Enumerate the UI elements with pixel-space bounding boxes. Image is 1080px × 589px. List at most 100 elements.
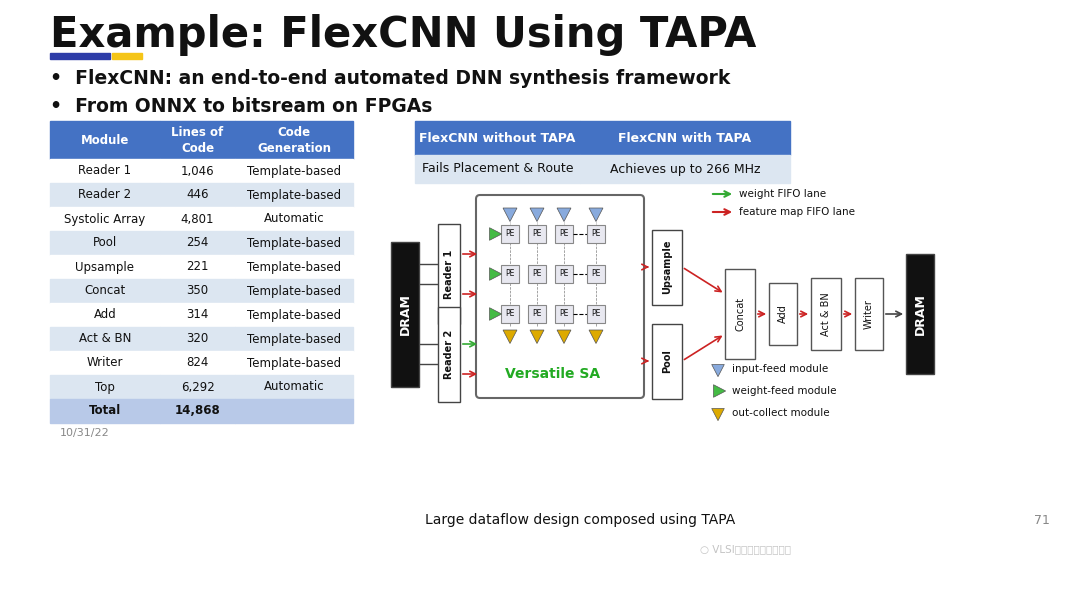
Bar bbox=[50, 399, 160, 423]
Text: FlexCNN without TAPA: FlexCNN without TAPA bbox=[419, 131, 576, 144]
Text: Upsample: Upsample bbox=[76, 260, 135, 273]
Polygon shape bbox=[557, 330, 571, 343]
FancyBboxPatch shape bbox=[588, 305, 605, 323]
FancyBboxPatch shape bbox=[855, 278, 883, 350]
Polygon shape bbox=[489, 228, 501, 240]
Polygon shape bbox=[503, 208, 517, 221]
Text: Template-based: Template-based bbox=[247, 188, 341, 201]
FancyBboxPatch shape bbox=[555, 305, 573, 323]
Text: Template-based: Template-based bbox=[247, 284, 341, 297]
FancyBboxPatch shape bbox=[652, 230, 681, 305]
Bar bbox=[50, 231, 160, 255]
Bar bbox=[580, 155, 789, 183]
Text: Template-based: Template-based bbox=[247, 237, 341, 250]
Bar bbox=[160, 121, 235, 159]
Bar bbox=[112, 53, 141, 59]
Text: PE: PE bbox=[505, 270, 515, 279]
Text: Template-based: Template-based bbox=[247, 164, 341, 177]
FancyBboxPatch shape bbox=[438, 224, 460, 324]
FancyBboxPatch shape bbox=[501, 265, 519, 283]
Text: •  From ONNX to bitsream on FPGAs: • From ONNX to bitsream on FPGAs bbox=[50, 97, 432, 116]
FancyBboxPatch shape bbox=[528, 305, 546, 323]
Bar bbox=[160, 159, 235, 183]
FancyBboxPatch shape bbox=[528, 265, 546, 283]
FancyBboxPatch shape bbox=[528, 225, 546, 243]
Bar bbox=[415, 121, 580, 155]
Text: 221: 221 bbox=[186, 260, 208, 273]
Text: 14,868: 14,868 bbox=[175, 405, 220, 418]
FancyBboxPatch shape bbox=[501, 225, 519, 243]
FancyBboxPatch shape bbox=[588, 225, 605, 243]
Text: Concat: Concat bbox=[84, 284, 125, 297]
FancyBboxPatch shape bbox=[476, 195, 644, 398]
Bar bbox=[235, 327, 353, 351]
Text: Add: Add bbox=[778, 305, 788, 323]
Bar bbox=[160, 255, 235, 279]
Text: Fails Placement & Route: Fails Placement & Route bbox=[422, 163, 573, 176]
Bar bbox=[235, 303, 353, 327]
Text: Automatic: Automatic bbox=[264, 380, 324, 393]
FancyBboxPatch shape bbox=[438, 306, 460, 402]
Text: Writer: Writer bbox=[86, 356, 123, 369]
FancyBboxPatch shape bbox=[588, 265, 605, 283]
Text: Add: Add bbox=[94, 309, 117, 322]
Text: Lines of
Code: Lines of Code bbox=[172, 125, 224, 154]
Bar bbox=[160, 327, 235, 351]
Text: input-feed module: input-feed module bbox=[732, 364, 828, 374]
Text: Template-based: Template-based bbox=[247, 260, 341, 273]
Text: PE: PE bbox=[532, 230, 542, 239]
Bar bbox=[50, 255, 160, 279]
Text: Reader 1: Reader 1 bbox=[79, 164, 132, 177]
Text: 824: 824 bbox=[187, 356, 208, 369]
Bar bbox=[235, 159, 353, 183]
Text: PE: PE bbox=[559, 230, 569, 239]
Bar bbox=[50, 351, 160, 375]
Polygon shape bbox=[489, 267, 501, 280]
Text: Reader 2: Reader 2 bbox=[444, 329, 454, 379]
FancyBboxPatch shape bbox=[555, 225, 573, 243]
Bar bbox=[235, 183, 353, 207]
Text: Act & BN: Act & BN bbox=[79, 333, 131, 346]
Text: 314: 314 bbox=[187, 309, 208, 322]
Text: Template-based: Template-based bbox=[247, 333, 341, 346]
Text: 71: 71 bbox=[1035, 514, 1050, 527]
Text: 446: 446 bbox=[186, 188, 208, 201]
Bar bbox=[580, 121, 789, 155]
Bar bbox=[160, 207, 235, 231]
Polygon shape bbox=[530, 208, 544, 221]
Text: Act & BN: Act & BN bbox=[821, 292, 831, 336]
Text: PE: PE bbox=[532, 309, 542, 319]
Text: PE: PE bbox=[505, 309, 515, 319]
Text: 350: 350 bbox=[187, 284, 208, 297]
Bar bbox=[160, 351, 235, 375]
Bar bbox=[50, 159, 160, 183]
Text: Pool: Pool bbox=[93, 237, 117, 250]
Text: Reader 2: Reader 2 bbox=[79, 188, 132, 201]
FancyBboxPatch shape bbox=[555, 265, 573, 283]
Bar bbox=[160, 375, 235, 399]
Polygon shape bbox=[714, 385, 726, 398]
Text: Template-based: Template-based bbox=[247, 309, 341, 322]
Text: Achieves up to 266 MHz: Achieves up to 266 MHz bbox=[610, 163, 760, 176]
Text: Upsample: Upsample bbox=[662, 240, 672, 294]
Text: ○ VLSI架构综合技术研究室: ○ VLSI架构综合技术研究室 bbox=[700, 544, 791, 554]
Text: PE: PE bbox=[532, 270, 542, 279]
Text: 320: 320 bbox=[187, 333, 208, 346]
Text: PE: PE bbox=[559, 270, 569, 279]
Bar bbox=[50, 375, 160, 399]
Text: Versatile SA: Versatile SA bbox=[505, 367, 600, 381]
Text: weight-feed module: weight-feed module bbox=[732, 386, 837, 396]
Text: weight FIFO lane: weight FIFO lane bbox=[739, 189, 826, 199]
Bar bbox=[50, 279, 160, 303]
Polygon shape bbox=[712, 409, 725, 421]
Text: Example: FlexCNN Using TAPA: Example: FlexCNN Using TAPA bbox=[50, 14, 756, 56]
Text: DRAM: DRAM bbox=[914, 293, 927, 335]
Text: PE: PE bbox=[559, 309, 569, 319]
Bar bbox=[235, 375, 353, 399]
Bar bbox=[235, 207, 353, 231]
Text: FlexCNN with TAPA: FlexCNN with TAPA bbox=[619, 131, 752, 144]
Text: Pool: Pool bbox=[662, 349, 672, 373]
Text: 10/31/22: 10/31/22 bbox=[60, 428, 110, 438]
Text: out-collect module: out-collect module bbox=[732, 408, 829, 418]
Text: Template-based: Template-based bbox=[247, 356, 341, 369]
